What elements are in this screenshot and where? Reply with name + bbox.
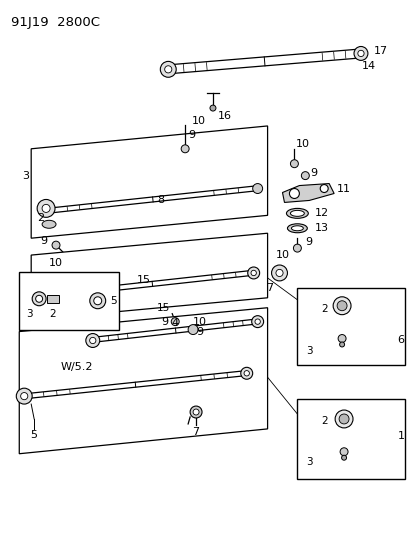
- Text: 91J19  2800C: 91J19 2800C: [11, 15, 100, 29]
- Text: 10: 10: [275, 250, 289, 260]
- Circle shape: [240, 367, 252, 379]
- Text: 14: 14: [361, 61, 375, 71]
- Circle shape: [271, 265, 287, 281]
- Circle shape: [335, 410, 352, 428]
- Circle shape: [190, 406, 202, 418]
- Circle shape: [336, 301, 346, 311]
- Circle shape: [42, 204, 50, 213]
- Circle shape: [338, 414, 348, 424]
- Circle shape: [209, 105, 216, 111]
- Text: 9: 9: [310, 168, 317, 177]
- Polygon shape: [335, 413, 351, 439]
- Circle shape: [353, 46, 367, 60]
- Text: 10: 10: [49, 258, 63, 268]
- Circle shape: [188, 325, 197, 335]
- Ellipse shape: [291, 226, 303, 231]
- Text: 9: 9: [188, 130, 195, 140]
- Text: 1: 1: [397, 431, 404, 441]
- Text: 9: 9: [161, 317, 168, 327]
- Circle shape: [192, 409, 199, 415]
- Circle shape: [332, 297, 350, 314]
- Polygon shape: [19, 308, 267, 454]
- Ellipse shape: [286, 208, 308, 219]
- Text: 2: 2: [320, 304, 327, 314]
- Text: 5: 5: [31, 430, 38, 440]
- Circle shape: [90, 293, 105, 309]
- Circle shape: [52, 241, 60, 249]
- Circle shape: [36, 295, 43, 302]
- Circle shape: [339, 342, 344, 347]
- Circle shape: [21, 392, 28, 400]
- Circle shape: [171, 318, 179, 326]
- Circle shape: [16, 388, 32, 404]
- Text: 8: 8: [157, 196, 164, 205]
- Polygon shape: [31, 126, 267, 238]
- Text: 13: 13: [314, 223, 328, 233]
- Circle shape: [160, 61, 176, 77]
- Circle shape: [32, 292, 46, 306]
- Circle shape: [250, 270, 256, 276]
- Polygon shape: [31, 233, 267, 320]
- Circle shape: [293, 244, 301, 252]
- Text: 3: 3: [305, 346, 312, 357]
- Text: 4: 4: [171, 318, 178, 328]
- Text: 7: 7: [192, 427, 199, 437]
- Circle shape: [320, 184, 328, 192]
- Circle shape: [37, 199, 55, 217]
- Text: 9: 9: [305, 237, 312, 247]
- Polygon shape: [333, 300, 349, 326]
- Text: 3: 3: [305, 457, 312, 467]
- Circle shape: [85, 334, 100, 348]
- Circle shape: [47, 293, 53, 299]
- Text: 11: 11: [336, 183, 350, 193]
- Circle shape: [289, 189, 299, 198]
- Circle shape: [301, 172, 309, 180]
- Circle shape: [164, 66, 171, 73]
- Bar: [19, 272, 118, 329]
- Polygon shape: [282, 183, 333, 203]
- Bar: [297, 288, 404, 365]
- Text: 17: 17: [373, 46, 387, 56]
- Ellipse shape: [290, 211, 304, 216]
- Circle shape: [252, 183, 262, 193]
- Text: 6: 6: [397, 335, 404, 344]
- Text: 3: 3: [21, 171, 28, 181]
- Circle shape: [93, 297, 102, 305]
- Ellipse shape: [42, 220, 56, 228]
- Circle shape: [243, 370, 249, 376]
- Bar: [297, 399, 404, 479]
- Circle shape: [357, 50, 363, 56]
- Text: 2: 2: [38, 213, 45, 223]
- Circle shape: [251, 316, 263, 328]
- Circle shape: [275, 269, 282, 277]
- Text: 3: 3: [26, 309, 33, 319]
- Bar: [47, 295, 59, 303]
- Text: 15: 15: [136, 275, 150, 285]
- Text: 10: 10: [192, 317, 206, 327]
- Ellipse shape: [287, 224, 306, 233]
- Circle shape: [290, 160, 298, 168]
- Text: 9: 9: [196, 327, 203, 336]
- Circle shape: [337, 335, 345, 343]
- Circle shape: [181, 145, 189, 153]
- Text: 2: 2: [50, 309, 56, 319]
- Text: 5: 5: [110, 296, 116, 306]
- Circle shape: [90, 337, 96, 344]
- Text: 15: 15: [156, 303, 169, 313]
- Circle shape: [341, 455, 346, 460]
- Text: 16: 16: [217, 111, 231, 121]
- Circle shape: [43, 289, 57, 303]
- Text: W/5.2: W/5.2: [61, 362, 93, 373]
- Text: 12: 12: [314, 208, 328, 219]
- Text: 2: 2: [320, 416, 327, 426]
- Text: 7: 7: [266, 283, 273, 293]
- Circle shape: [254, 319, 260, 324]
- Text: 10: 10: [192, 116, 206, 126]
- Text: 10: 10: [294, 139, 309, 149]
- Circle shape: [339, 448, 347, 456]
- Circle shape: [247, 267, 259, 279]
- Text: 9: 9: [40, 236, 47, 246]
